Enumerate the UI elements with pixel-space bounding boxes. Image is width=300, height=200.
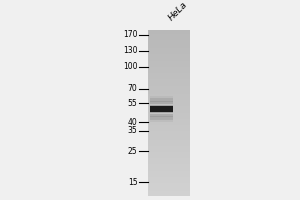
Text: 170: 170 [123, 30, 138, 39]
Bar [148, 61, 190, 63]
Bar [148, 162, 190, 164]
Bar [148, 191, 190, 193]
Bar [148, 86, 190, 88]
Bar [148, 94, 190, 96]
Bar [148, 65, 190, 67]
Bar [148, 177, 190, 179]
Bar [150, 101, 173, 104]
Bar [148, 34, 190, 36]
Bar [150, 106, 173, 112]
Bar [148, 144, 190, 146]
Bar [148, 44, 190, 46]
Bar [148, 154, 190, 156]
Bar [148, 173, 190, 175]
Bar [148, 133, 190, 135]
Bar [148, 110, 190, 113]
Bar [148, 40, 190, 42]
Bar [148, 32, 190, 34]
Bar [148, 106, 190, 108]
Bar [148, 36, 190, 38]
Bar [148, 75, 190, 77]
Bar [148, 71, 190, 73]
Bar [148, 164, 190, 167]
Bar [148, 100, 190, 102]
Bar [150, 112, 173, 113]
Bar [148, 104, 190, 106]
Bar [148, 117, 190, 119]
Text: 15: 15 [128, 178, 138, 187]
Bar [148, 50, 190, 52]
Bar [148, 185, 190, 187]
Bar [148, 81, 190, 84]
Bar [148, 187, 190, 189]
Bar [148, 127, 190, 129]
Text: 40: 40 [128, 118, 138, 127]
Bar [148, 121, 190, 123]
Bar [148, 146, 190, 148]
Bar [150, 105, 173, 106]
Bar [148, 140, 190, 142]
Bar [148, 158, 190, 160]
Bar [148, 179, 190, 181]
Bar [148, 183, 190, 185]
Bar [148, 30, 190, 32]
Bar [148, 79, 190, 81]
Bar [148, 148, 190, 150]
Bar [148, 167, 190, 169]
Bar [148, 115, 190, 117]
Bar [150, 98, 173, 102]
Bar [148, 52, 190, 54]
Bar [148, 73, 190, 75]
Bar [148, 54, 190, 57]
Text: 130: 130 [123, 46, 138, 55]
Bar [148, 129, 190, 131]
Bar [148, 152, 190, 154]
Bar [148, 69, 190, 71]
Bar [148, 137, 190, 140]
Bar [148, 131, 190, 133]
Text: 25: 25 [128, 147, 138, 156]
Bar [150, 96, 173, 101]
Bar [148, 57, 190, 59]
Bar [148, 88, 190, 90]
Bar [148, 48, 190, 50]
Bar [148, 123, 190, 125]
Bar [148, 42, 190, 44]
Bar [148, 108, 190, 110]
Bar [148, 92, 190, 94]
Bar [148, 77, 190, 79]
Bar [148, 67, 190, 69]
Bar [148, 175, 190, 177]
Bar [148, 125, 190, 127]
Bar [148, 102, 190, 104]
Bar [148, 189, 190, 191]
Bar [150, 116, 173, 120]
Bar [148, 119, 190, 121]
Bar [150, 117, 173, 122]
Text: 35: 35 [128, 126, 138, 135]
Text: HeLa: HeLa [167, 0, 190, 22]
Bar [148, 59, 190, 61]
Bar [148, 98, 190, 100]
Bar [148, 171, 190, 173]
Bar [148, 169, 190, 171]
Bar [148, 193, 190, 196]
Bar [148, 160, 190, 162]
Bar [148, 63, 190, 65]
Bar [148, 113, 190, 115]
Bar [148, 96, 190, 98]
Bar [148, 46, 190, 48]
Bar [148, 150, 190, 152]
Bar [148, 90, 190, 92]
Text: 70: 70 [128, 84, 138, 93]
Bar [148, 142, 190, 144]
Bar [148, 84, 190, 86]
Bar [148, 135, 190, 137]
Text: 55: 55 [128, 99, 138, 108]
Bar [148, 38, 190, 40]
Bar [148, 156, 190, 158]
Bar [150, 114, 173, 117]
Bar [148, 181, 190, 183]
Text: 100: 100 [123, 62, 138, 71]
